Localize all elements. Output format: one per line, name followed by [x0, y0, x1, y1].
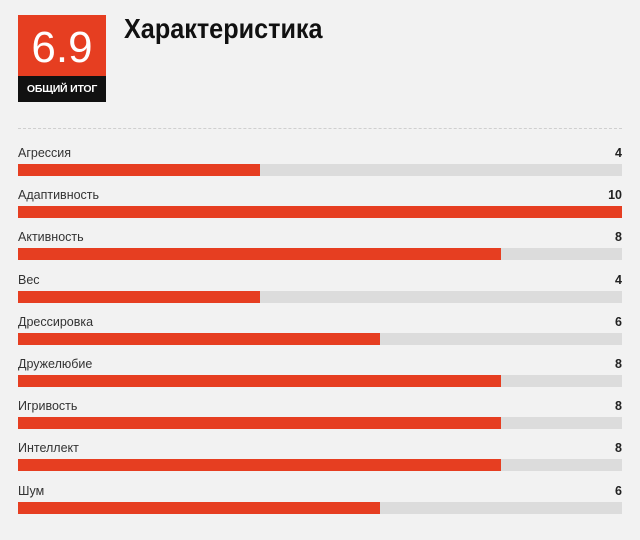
rating-value: 4: [615, 146, 622, 160]
rating-bar-track: [18, 248, 622, 261]
rating-bar-track: [18, 332, 622, 345]
rating-label: Активность: [18, 230, 84, 245]
overall-score-value: 6.9: [31, 23, 93, 72]
divider: [18, 128, 622, 129]
rating-bar-track: [18, 206, 622, 219]
rating-value: 6: [615, 483, 622, 498]
rating-row: Дружелюбие 8: [18, 355, 622, 397]
rating-label: Адаптивность: [18, 188, 100, 203]
rating-label: Дружелюбие: [18, 356, 93, 371]
rating-bar-fill: [18, 332, 381, 345]
rating-bar-fill: [18, 290, 260, 303]
rating-row: Дрессировка 6: [18, 313, 622, 355]
rating-label: Игривость: [18, 399, 78, 414]
rating-bar-fill: [18, 459, 502, 472]
rating-value: 8: [615, 230, 622, 245]
rating-label: Интеллект: [18, 441, 79, 456]
rating-value: 6: [615, 314, 622, 329]
overall-score-badge: 6.9 ОБЩИЙ ИТОГ: [18, 15, 106, 102]
ratings-list: Агрессия 4 Адаптивность 10 Активность 8 Вес 4 Др…: [18, 144, 622, 524]
rating-row: Агрессия 4: [18, 144, 622, 186]
rating-bar-track: [18, 164, 622, 176]
rating-value: 8: [615, 399, 622, 414]
rating-row: Вес 4: [18, 271, 622, 313]
rating-row: Шум 6: [18, 482, 622, 524]
rating-label: Шум: [18, 483, 45, 498]
rating-label: Вес: [18, 272, 40, 287]
rating-row: Интеллект 8: [18, 439, 622, 481]
rating-bar-fill: [18, 374, 502, 387]
rating-bar-fill: [18, 248, 502, 261]
rating-bar-fill: [18, 164, 260, 176]
rating-bar-fill: [18, 417, 502, 430]
rating-label: Дрессировка: [18, 314, 94, 329]
rating-bar-fill: [18, 501, 381, 514]
rating-value: 10: [608, 188, 622, 203]
rating-bar-track: [18, 459, 622, 472]
rating-value: 8: [615, 441, 622, 456]
rating-bar-track: [18, 417, 622, 430]
rating-row: Активность 8: [18, 228, 622, 270]
rating-bar-fill: [18, 206, 622, 219]
rating-row: Адаптивность 10: [18, 186, 622, 228]
rating-label: Агрессия: [18, 146, 72, 160]
rating-value: 4: [615, 272, 622, 287]
rating-bar-track: [18, 374, 622, 387]
rating-value: 8: [615, 356, 622, 371]
overall-score-label: ОБЩИЙ ИТОГ: [18, 76, 106, 102]
rating-bar-track: [18, 290, 622, 303]
section-title: Характеристика: [124, 13, 323, 44]
rating-row: Игривость 8: [18, 397, 622, 439]
rating-bar-track: [18, 501, 622, 514]
